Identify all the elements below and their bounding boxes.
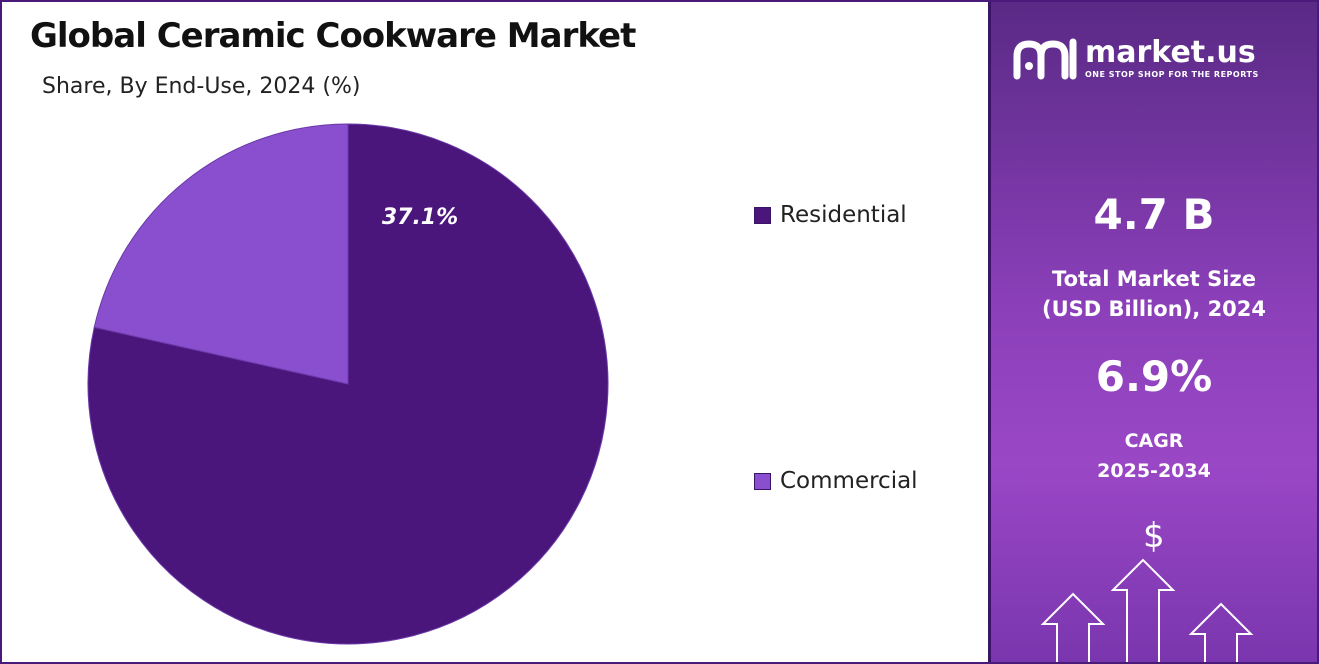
legend-label-residential: Residential xyxy=(780,202,907,228)
legend-item-residential: Residential xyxy=(754,202,907,228)
legend-label-commercial: Commercial xyxy=(780,468,918,494)
chart-panel: Global Ceramic Cookware Market Share, By… xyxy=(2,2,988,662)
brand-text: market.us ONE STOP SHOP FOR THE REPORTS xyxy=(1085,34,1259,79)
cagr-label-line1: CAGR xyxy=(1124,430,1184,452)
brand-logo: market.us ONE STOP SHOP FOR THE REPORTS xyxy=(1013,36,1259,80)
pie-slices xyxy=(87,123,609,645)
brand-name: market.us xyxy=(1085,34,1256,70)
market-us-logo-icon xyxy=(1013,38,1077,80)
chart-title: Global Ceramic Cookware Market xyxy=(30,16,636,56)
slice-label-residential: 37.1% xyxy=(382,205,458,230)
market-size-label-line1: Total Market Size xyxy=(1052,267,1256,291)
brand-tagline: ONE STOP SHOP FOR THE REPORTS xyxy=(1085,69,1259,79)
legend-item-commercial: Commercial xyxy=(754,468,918,494)
summary-sidebar: market.us ONE STOP SHOP FOR THE REPORTS … xyxy=(988,2,1317,662)
pie-chart: 37.1% xyxy=(87,123,609,645)
growth-arrows-icon xyxy=(1040,558,1254,662)
market-size-label-line2: (USD Billion), 2024 xyxy=(1041,297,1267,321)
cagr-value: 6.9% xyxy=(1095,352,1213,401)
dollar-icon: $ xyxy=(1143,516,1165,556)
legend-swatch-commercial xyxy=(754,472,771,490)
pie-slice-commercial xyxy=(93,123,349,385)
market-size-value: 4.7 B xyxy=(1093,190,1215,239)
chart-subtitle: Share, By End-Use, 2024 (%) xyxy=(42,74,361,99)
cagr-label-line2: 2025-2034 xyxy=(1097,460,1211,482)
legend-swatch-residential xyxy=(754,206,771,224)
